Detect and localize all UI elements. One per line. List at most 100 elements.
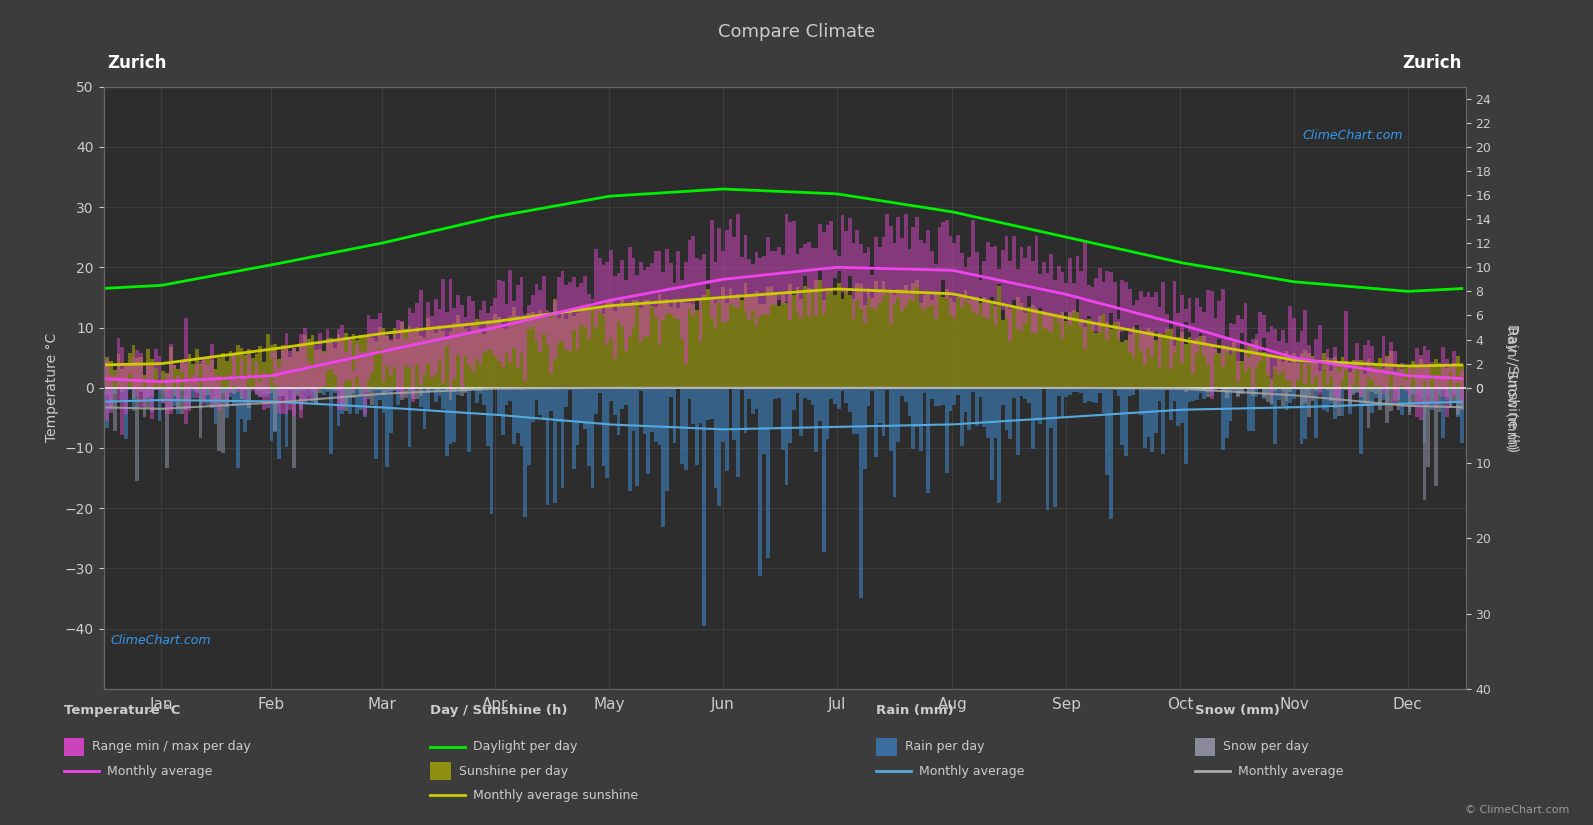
Bar xyxy=(800,299,803,388)
Bar xyxy=(1211,346,1214,388)
Bar xyxy=(808,243,811,318)
Bar xyxy=(191,364,194,388)
Bar xyxy=(363,337,366,388)
Bar xyxy=(1258,353,1262,388)
Bar xyxy=(393,335,397,367)
Bar xyxy=(444,312,449,346)
Bar xyxy=(572,316,575,388)
Bar xyxy=(564,388,569,389)
Bar xyxy=(1109,272,1114,313)
Bar xyxy=(505,329,508,388)
Bar xyxy=(900,289,903,388)
Bar xyxy=(889,226,892,324)
Bar xyxy=(561,388,564,488)
Bar xyxy=(177,376,180,398)
Bar xyxy=(911,284,914,388)
Bar xyxy=(307,388,311,389)
Bar xyxy=(1098,267,1102,332)
Bar xyxy=(769,252,773,305)
Bar xyxy=(255,362,258,393)
Bar xyxy=(319,349,322,388)
Bar xyxy=(1262,315,1266,337)
Bar xyxy=(773,294,777,388)
Bar xyxy=(419,290,422,385)
Bar xyxy=(1278,360,1281,388)
Bar xyxy=(419,388,422,396)
Bar xyxy=(575,388,580,446)
Bar xyxy=(933,264,938,319)
Bar xyxy=(1184,388,1187,393)
Bar xyxy=(1397,370,1400,396)
Bar xyxy=(800,388,803,436)
Bar xyxy=(239,348,244,388)
Bar xyxy=(319,333,322,387)
Bar xyxy=(430,316,433,379)
Bar xyxy=(572,277,575,330)
Bar xyxy=(997,286,1000,388)
Bar xyxy=(1120,388,1125,446)
Bar xyxy=(213,375,217,398)
Bar xyxy=(1284,388,1289,401)
Bar xyxy=(683,304,688,388)
Bar xyxy=(628,247,631,337)
Bar xyxy=(938,228,941,292)
Bar xyxy=(878,247,881,303)
Bar xyxy=(591,388,594,488)
Bar xyxy=(933,294,938,388)
Bar xyxy=(535,388,538,400)
Bar xyxy=(967,257,972,304)
Bar xyxy=(225,388,228,417)
Bar xyxy=(1039,313,1042,388)
Bar xyxy=(666,249,669,314)
Bar xyxy=(397,388,400,405)
Bar xyxy=(280,350,285,414)
Bar xyxy=(609,250,613,338)
Bar xyxy=(967,388,972,430)
Bar xyxy=(452,388,456,392)
Bar xyxy=(1244,303,1247,372)
Bar xyxy=(1180,332,1184,388)
Bar xyxy=(870,388,875,391)
Bar xyxy=(1281,330,1284,370)
Bar xyxy=(1456,356,1459,388)
Bar xyxy=(1195,298,1200,353)
Bar xyxy=(1080,319,1083,388)
Bar xyxy=(1106,271,1109,340)
Bar xyxy=(975,388,978,427)
Bar xyxy=(1061,388,1064,417)
Bar xyxy=(777,305,781,388)
Bar xyxy=(956,235,961,299)
Bar xyxy=(1098,316,1102,388)
Bar xyxy=(478,329,483,388)
Bar xyxy=(1386,388,1389,405)
Bar xyxy=(1359,388,1364,397)
Bar xyxy=(347,337,352,380)
Bar xyxy=(892,295,897,388)
Bar xyxy=(811,248,814,292)
Bar xyxy=(127,352,132,388)
Bar xyxy=(105,360,110,422)
Bar xyxy=(464,317,467,356)
Bar xyxy=(444,388,449,456)
Bar xyxy=(408,326,411,388)
Bar xyxy=(478,388,483,394)
Bar xyxy=(497,317,500,388)
Bar xyxy=(1131,388,1136,395)
Bar xyxy=(255,354,258,388)
Bar xyxy=(1045,388,1050,511)
Bar xyxy=(1139,388,1142,415)
Bar xyxy=(188,382,191,412)
Bar xyxy=(1125,282,1128,329)
Bar xyxy=(658,295,661,388)
Bar xyxy=(1187,388,1192,390)
Bar xyxy=(374,388,378,460)
Bar xyxy=(210,344,213,405)
Bar xyxy=(769,388,773,427)
Bar xyxy=(1378,357,1381,388)
Bar xyxy=(658,252,661,345)
Bar xyxy=(1114,282,1117,323)
Bar xyxy=(878,290,881,388)
Bar xyxy=(411,388,416,399)
Bar xyxy=(613,311,616,388)
Bar xyxy=(1306,345,1311,365)
